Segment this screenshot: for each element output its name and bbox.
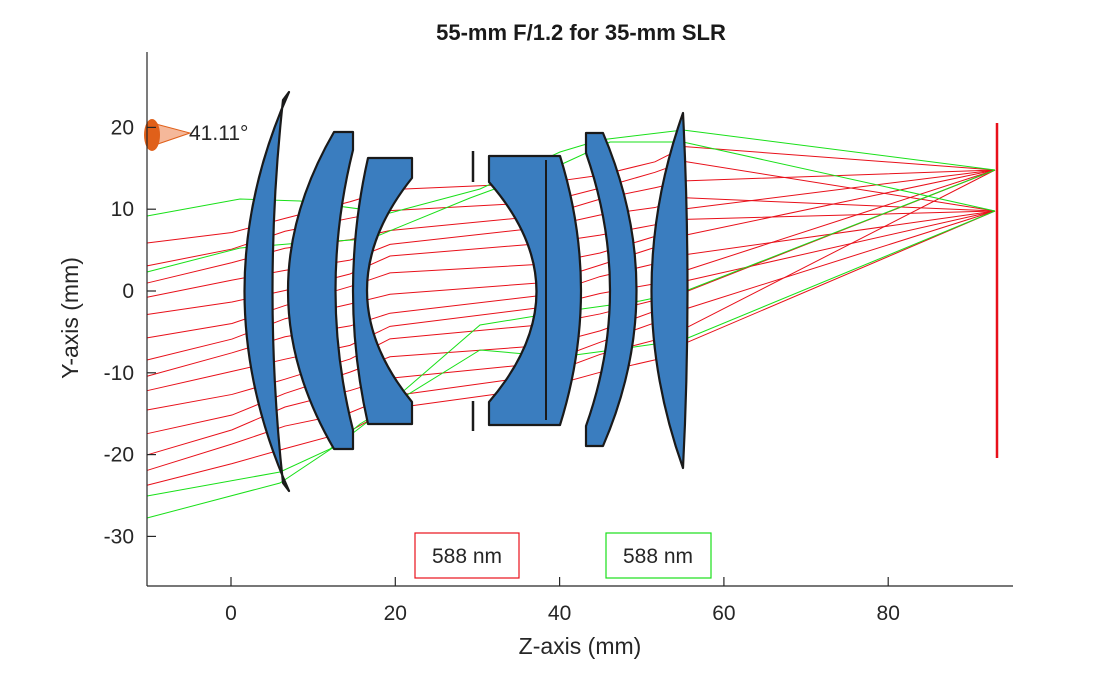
x-axis-ticks: 0 20 40 60 80: [225, 577, 900, 625]
legend-label-red: 588 nm: [432, 545, 502, 568]
y-axis-ticks: 20 10 0 -10 -20 -30: [104, 116, 156, 548]
y-tick-label: 20: [111, 116, 134, 139]
field-angle-label: 41.11°: [189, 122, 248, 145]
lens-element-4: [487, 154, 583, 427]
lens-element-1: [243, 90, 291, 493]
y-tick-label: -10: [104, 362, 134, 385]
y-tick-label: -30: [104, 525, 134, 548]
x-tick-label: 20: [384, 602, 407, 625]
chart-title: 55-mm F/1.2 for 35-mm SLR: [436, 20, 726, 45]
legend-box-green: [605, 532, 712, 579]
lens-element-3: [351, 156, 414, 426]
y-tick-label: 10: [111, 198, 134, 221]
lens-elements: [243, 90, 689, 493]
x-tick-label: 60: [712, 602, 735, 625]
y-tick-label: 0: [122, 280, 134, 303]
lens-element-6: [650, 111, 689, 470]
legend-label-green: 588 nm: [623, 545, 693, 568]
x-axis-label: Z-axis (mm): [519, 633, 642, 659]
lens-element-5: [584, 131, 638, 448]
lens-element-2: [287, 130, 355, 451]
legend-red: 588 nm: [414, 532, 520, 579]
x-tick-label: 80: [877, 602, 900, 625]
axes: 0 20 40 60 80 20 10 0 -10 -20 -30: [104, 52, 1013, 625]
y-tick-label: -20: [104, 444, 134, 467]
y-axis-label: Y-axis (mm): [57, 257, 83, 379]
field-angle-marker: 41.11°: [144, 119, 248, 151]
x-tick-label: 40: [548, 602, 571, 625]
x-tick-label: 0: [225, 602, 237, 625]
legend-green: 588 nm: [605, 532, 712, 579]
legend-box-red: [414, 532, 520, 579]
